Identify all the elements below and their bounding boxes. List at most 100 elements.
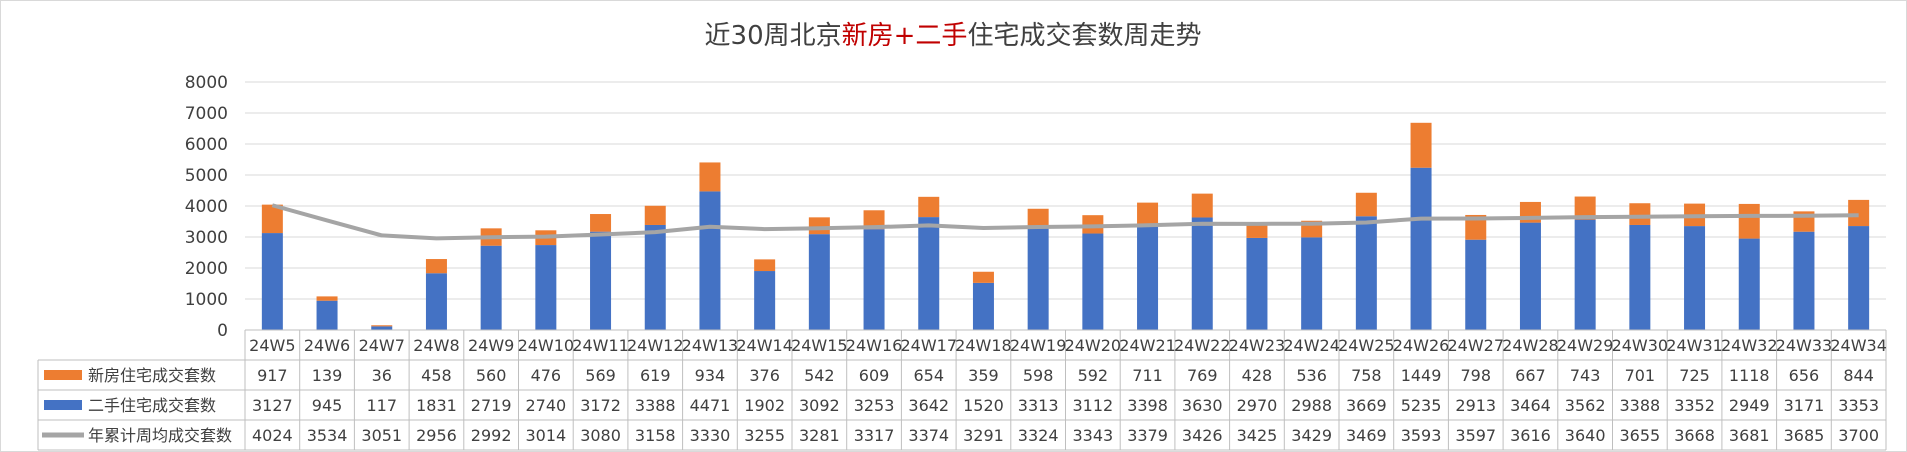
data-label: 3668 <box>1674 426 1715 445</box>
y-tick-label: 8000 <box>185 73 228 93</box>
data-label: 1831 <box>416 396 457 415</box>
chart-title-part1: 近30周北京 <box>705 21 842 51</box>
data-label: 2988 <box>1291 396 1332 415</box>
data-label: 2949 <box>1729 396 1770 415</box>
data-label: 654 <box>913 366 944 385</box>
bar-second-hand <box>918 217 940 330</box>
x-tick-label: 24W21 <box>1119 336 1176 355</box>
data-label: 725 <box>1679 366 1710 385</box>
data-label: 139 <box>312 366 343 385</box>
data-label: 4024 <box>252 426 293 445</box>
data-table: 24W5 24W6 24W7 24W8 24W9 24W1024W1124W1224W13… <box>37 329 1887 451</box>
bar-second-hand <box>1410 167 1432 330</box>
data-label: 1449 <box>1401 366 1442 385</box>
bar-new-home <box>1191 193 1213 218</box>
data-label: 3324 <box>1018 426 1059 445</box>
y-tick-label: 4000 <box>185 197 228 217</box>
bar-second-hand <box>1738 238 1760 330</box>
x-tick-label: 24W26 <box>1393 336 1450 355</box>
data-label: 3127 <box>252 396 293 415</box>
y-tick-label: 0 <box>217 321 228 341</box>
x-tick-label: 24W19 <box>1010 336 1067 355</box>
bar-second-hand <box>316 300 338 330</box>
data-label: 3291 <box>963 426 1004 445</box>
data-label: 3597 <box>1455 426 1496 445</box>
x-tick-label: 24W27 <box>1447 336 1504 355</box>
bar-second-hand <box>1355 216 1377 330</box>
data-label: 1902 <box>744 396 785 415</box>
data-label: 3669 <box>1346 396 1387 415</box>
bar-new-home <box>644 205 666 225</box>
data-label: 4471 <box>690 396 731 415</box>
data-label: 1118 <box>1729 366 1770 385</box>
chart-title: 近30周北京新房+二手住宅成交套数周走势 <box>705 21 1202 51</box>
data-label: 3353 <box>1838 396 1879 415</box>
bar-new-home <box>1246 224 1268 238</box>
x-tick-label: 24W23 <box>1229 336 1286 355</box>
data-label: 3398 <box>1127 396 1168 415</box>
data-label: 1520 <box>963 396 1004 415</box>
data-label: 945 <box>312 396 343 415</box>
data-label: 3092 <box>799 396 840 415</box>
bar-second-hand <box>535 245 557 330</box>
bar-second-hand <box>1684 226 1706 330</box>
bar-second-hand <box>261 233 283 330</box>
bar-second-hand <box>863 229 885 330</box>
data-label: 428 <box>1242 366 1273 385</box>
y-tick-label: 7000 <box>185 104 228 124</box>
bar-second-hand <box>1246 237 1268 330</box>
chart-title-part2: 新房+二手 <box>842 21 968 51</box>
bar-second-hand <box>1465 239 1487 330</box>
bar-second-hand <box>1848 226 1870 330</box>
bar-new-home <box>1082 215 1104 234</box>
data-label: 3640 <box>1565 426 1606 445</box>
data-label: 2970 <box>1237 396 1278 415</box>
data-label: 3014 <box>525 426 566 445</box>
x-tick-label: 24W9 <box>468 336 514 355</box>
data-label: 798 <box>1460 366 1491 385</box>
data-label: 844 <box>1843 366 1874 385</box>
bar-new-home <box>1027 208 1049 228</box>
data-label: 592 <box>1078 366 1109 385</box>
bar-new-home <box>808 217 830 235</box>
data-label: 701 <box>1625 366 1656 385</box>
data-label: 117 <box>366 396 397 415</box>
data-label: 458 <box>421 366 452 385</box>
x-tick-label: 24W7 <box>359 336 405 355</box>
data-label: 3630 <box>1182 396 1223 415</box>
bar-new-home <box>1137 202 1159 225</box>
data-label: 3379 <box>1127 426 1168 445</box>
data-label: 3464 <box>1510 396 1551 415</box>
data-label: 3685 <box>1784 426 1825 445</box>
bar-second-hand <box>1629 224 1651 330</box>
bar-second-hand <box>590 231 612 330</box>
y-tick-label: 1000 <box>185 290 228 310</box>
line-series-avg <box>271 203 1859 241</box>
chart-title-part3: 住宅成交套数周走势 <box>967 21 1201 51</box>
data-label: 3171 <box>1784 396 1825 415</box>
x-tick-label: 24W8 <box>413 336 459 355</box>
x-tick-label: 24W15 <box>791 336 848 355</box>
data-label: 743 <box>1570 366 1601 385</box>
x-tick-label: 24W32 <box>1721 336 1778 355</box>
data-label: 569 <box>585 366 616 385</box>
bar-new-home <box>1465 214 1487 240</box>
data-label: 2956 <box>416 426 457 445</box>
data-label: 758 <box>1351 366 1382 385</box>
x-tick-label: 24W5 <box>249 336 295 355</box>
bar-new-home <box>371 325 393 327</box>
data-label: 619 <box>640 366 671 385</box>
bar-second-hand <box>1574 219 1596 330</box>
data-label: 3388 <box>635 396 676 415</box>
data-label: 542 <box>804 366 835 385</box>
data-label: 656 <box>1789 366 1820 385</box>
x-tick-label: 24W30 <box>1612 336 1669 355</box>
bar-second-hand <box>808 234 830 330</box>
bar-second-hand <box>754 271 776 330</box>
bar-new-home <box>1574 196 1596 220</box>
data-label: 376 <box>749 366 780 385</box>
data-label: 36 <box>372 366 392 385</box>
data-label: 3172 <box>580 396 621 415</box>
